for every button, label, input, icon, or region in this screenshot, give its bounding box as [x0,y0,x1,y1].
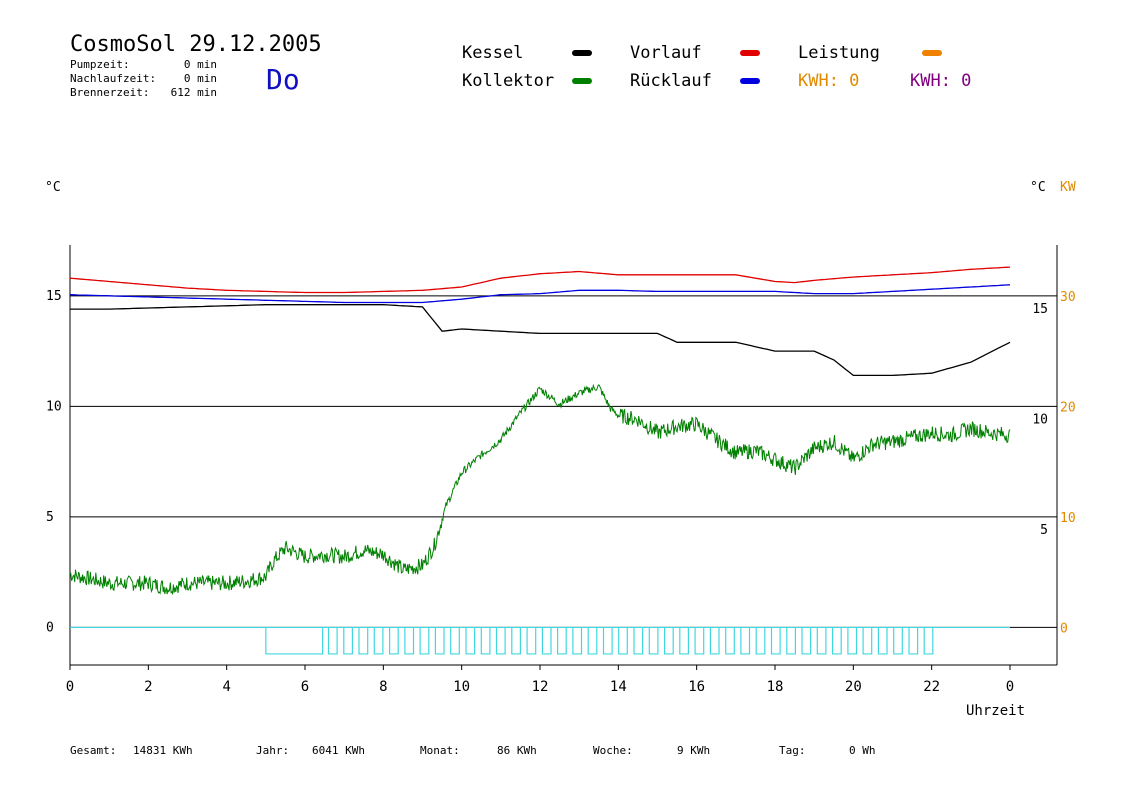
footer-tag-label: Tag: [779,744,806,757]
stat-nachlaufzeit-value: 0 min [184,72,217,85]
x-tick-9: 18 [767,679,784,695]
series-lines [69,266,1011,595]
series-line-vorlauf [69,266,1011,294]
footer-gesamt-value: 14831 KWh [133,744,193,757]
y-right-kw-label: KW [1060,180,1076,195]
x-axis-label: Uhrzeit [966,703,1025,719]
x-tick-10: 20 [845,679,862,695]
legend-swatch-kollektor [572,78,592,84]
y-left-tick-5: 5 [46,510,54,525]
legend-label-kessel: Kessel [462,43,523,63]
y-left-tick-15: 15 [46,289,62,304]
y-left-tick-10: 10 [46,399,62,414]
footer-jahr-label: Jahr: [256,744,289,757]
series-line-ruecklauf [69,284,1011,304]
pump-pulses [265,627,934,655]
legend-label-kollektor: Kollektor [462,71,554,91]
y-left-tick-0: 0 [46,620,54,635]
x-tick-4: 8 [379,679,387,695]
y-right-inner-tick-10: 10 [1032,412,1048,427]
x-tick-labels: 0 2 4 6 8 10 12 14 16 18 20 22 0 [66,665,1014,695]
legend-kwh-orange: KWH: 0 [798,71,859,91]
legend-label-ruecklauf: Rücklauf [630,71,712,91]
legend: Kessel Vorlauf Leistung Kollektor Rückla… [462,43,971,91]
x-tick-6: 12 [532,679,549,695]
legend-kwh-purple: KWH: 0 [910,71,971,91]
y-right-kw-tick-20: 20 [1060,400,1076,415]
x-tick-0: 0 [66,679,74,695]
legend-swatch-kessel [572,50,592,56]
y-right-unit-label: °C [1030,180,1046,195]
footer-woche-label: Woche: [593,744,633,757]
footer-monat-value: 86 KWh [497,744,537,757]
stat-pumpzeit-value: 0 min [184,58,217,71]
legend-swatch-vorlauf [740,50,760,56]
y-right-inner-tick-5: 5 [1040,523,1048,538]
y-right-inner-tick-15: 15 [1032,302,1048,317]
stat-brennerzeit-value: 612 min [171,86,217,99]
stat-pumpzeit-label: Pumpzeit: [70,58,130,71]
y-right-kw-tick-10: 10 [1060,511,1076,526]
x-tick-11: 22 [923,679,940,695]
y-right-kw-tick-30: 30 [1060,290,1076,305]
legend-swatch-ruecklauf [740,78,760,84]
weekday-label: Do [266,63,300,96]
x-tick-5: 10 [453,679,470,695]
y-right-kw-tick-0: 0 [1060,621,1068,636]
footer-tag-value: 0 Wh [849,744,876,757]
x-tick-12: 0 [1006,679,1014,695]
footer-gesamt-label: Gesamt: [70,744,116,757]
y-left-unit-label: °C [45,180,61,195]
x-tick-3: 6 [301,679,309,695]
footer-woche-value: 9 KWh [677,744,710,757]
y-left-tick-labels: 0 5 10 15 [46,289,62,636]
x-tick-2: 4 [222,679,230,695]
y-right-inner-tick-labels: 5 10 15 [1032,302,1048,538]
legend-label-vorlauf: Vorlauf [630,43,702,63]
series-line-kessel [70,304,1011,377]
y-right-kw-tick-labels: 0 10 20 30 [1060,290,1076,637]
legend-swatch-leistung [922,50,942,56]
series-line-kollektor [69,383,1011,595]
stat-nachlaufzeit-label: Nachlaufzeit: [70,72,156,85]
stat-brennerzeit-label: Brennerzeit: [70,86,149,99]
pump-activity-line [70,626,1010,655]
legend-label-leistung: Leistung [798,43,880,63]
energy-footer: Gesamt: 14831 KWh Jahr: 6041 KWh Monat: … [70,744,876,757]
footer-jahr-value: 6041 KWh [312,744,365,757]
x-tick-7: 14 [610,679,627,695]
gridlines [70,295,1057,628]
chart-title: CosmoSol 29.12.2005 [70,32,322,57]
footer-monat-label: Monat: [420,744,460,757]
x-tick-1: 2 [144,679,152,695]
x-tick-8: 16 [688,679,705,695]
